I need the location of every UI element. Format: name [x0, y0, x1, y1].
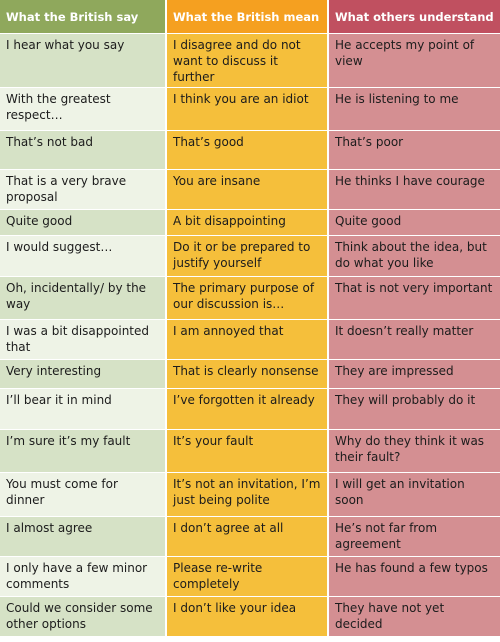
understand-cell: Quite good	[328, 209, 500, 236]
mean-cell: I don’t like your idea	[166, 596, 329, 637]
mean-cell: It’s your fault	[166, 429, 329, 473]
understand-cell: He accepts my point of view	[328, 33, 500, 88]
table-row: I was a bit disappointed that I am annoy…	[0, 319, 500, 360]
mean-cell: Do it or be prepared to justify yourself	[166, 235, 329, 277]
understand-cell: It doesn’t really matter	[328, 319, 500, 360]
table-row: Quite good A bit disappointing Quite goo…	[0, 209, 500, 236]
table-row: I only have a few minor comments Please …	[0, 556, 500, 597]
say-cell: With the greatest respect…	[0, 87, 167, 131]
table-row: Could we consider some other options I d…	[0, 596, 500, 637]
mean-cell: That is clearly nonsense	[166, 359, 329, 389]
mean-cell: That’s good	[166, 130, 329, 170]
understand-cell: They will probably do it	[328, 388, 500, 430]
understand-cell: He has found a few typos	[328, 556, 500, 597]
understand-cell: He is listening to me	[328, 87, 500, 131]
table-row: You must come for dinner It’s not an inv…	[0, 472, 500, 517]
say-cell: I only have a few minor comments	[0, 556, 167, 597]
understand-cell: He thinks I have courage	[328, 169, 500, 210]
mean-cell: It’s not an invitation, I’m just being p…	[166, 472, 329, 517]
mean-cell: You are insane	[166, 169, 329, 210]
header-row: What the British say What the British me…	[0, 0, 500, 34]
mean-cell: Please re-write completely	[166, 556, 329, 597]
say-cell: That is a very brave proposal	[0, 169, 167, 210]
table-row: I almost agree I don’t agree at all He’s…	[0, 516, 500, 557]
understand-cell: He’s not far from agreement	[328, 516, 500, 557]
say-cell: That’s not bad	[0, 130, 167, 170]
table-row: I’ll bear it in mind I’ve forgotten it a…	[0, 388, 500, 430]
mean-cell: I don’t agree at all	[166, 516, 329, 557]
header-others-understand: What others understand	[328, 0, 500, 34]
understand-cell: Think about the idea, but do what you li…	[328, 235, 500, 277]
understand-cell: That’s poor	[328, 130, 500, 170]
say-cell: Quite good	[0, 209, 167, 236]
understand-cell: They are impressed	[328, 359, 500, 389]
table-row: Oh, incidentally/ by the way The primary…	[0, 276, 500, 320]
header-british-mean: What the British mean	[166, 0, 329, 34]
say-cell: I almost agree	[0, 516, 167, 557]
understand-cell: They have not yet decided	[328, 596, 500, 637]
say-cell: I was a bit disappointed that	[0, 319, 167, 360]
mean-cell: A bit disappointing	[166, 209, 329, 236]
table-row: That is a very brave proposal You are in…	[0, 169, 500, 210]
say-cell: I would suggest…	[0, 235, 167, 277]
say-cell: Oh, incidentally/ by the way	[0, 276, 167, 320]
understand-cell: Why do they think it was their fault?	[328, 429, 500, 473]
understand-cell: That is not very important	[328, 276, 500, 320]
table-row: I would suggest… Do it or be prepared to…	[0, 235, 500, 277]
table-row: With the greatest respect… I think you a…	[0, 87, 500, 131]
understand-cell: I will get an invitation soon	[328, 472, 500, 517]
mean-cell: I am annoyed that	[166, 319, 329, 360]
header-british-say: What the British say	[0, 0, 167, 34]
say-cell: Very interesting	[0, 359, 167, 389]
say-cell: I’m sure it’s my fault	[0, 429, 167, 473]
say-cell: Could we consider some other options	[0, 596, 167, 637]
say-cell: I’ll bear it in mind	[0, 388, 167, 430]
mean-cell: I disagree and do not want to discuss it…	[166, 33, 329, 88]
say-cell: I hear what you say	[0, 33, 167, 88]
mean-cell: The primary purpose of our discussion is…	[166, 276, 329, 320]
say-cell: You must come for dinner	[0, 472, 167, 517]
table-row: That’s not bad That’s good That’s poor	[0, 130, 500, 170]
mean-cell: I think you are an idiot	[166, 87, 329, 131]
table-row: I’m sure it’s my fault It’s your fault W…	[0, 429, 500, 473]
table-row: Very interesting That is clearly nonsens…	[0, 359, 500, 389]
mean-cell: I’ve forgotten it already	[166, 388, 329, 430]
table-row: I hear what you say I disagree and do no…	[0, 33, 500, 88]
